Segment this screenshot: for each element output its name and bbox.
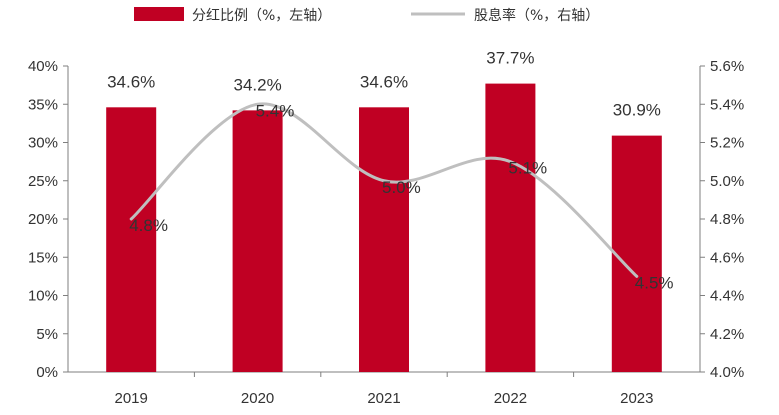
left-tick-label: 40% (28, 58, 58, 75)
legend-label-bar: 分红比例（%，左轴） (192, 8, 331, 24)
bar (232, 110, 283, 373)
legend-swatch-bar (134, 7, 184, 21)
bar (106, 107, 157, 372)
bar-value-label: 34.6% (360, 72, 408, 91)
right-tick-label: 5.2% (710, 135, 744, 152)
data-labels: 34.6% 34.2% 34.6% 37.7% 30.9% 4.8% 5.4% 5.0% 5.1… (107, 49, 673, 293)
bar-series (106, 83, 662, 373)
right-tick-label: 4.8% (710, 211, 744, 228)
line-value-label: 5.4% (256, 101, 295, 120)
left-tick-label: 15% (28, 249, 58, 266)
line-series (129, 102, 639, 278)
axes: 0% 5% 10% 15% 20% 25% 30% 35% 40% 4.0% 4.2% 4.4% 4.6… (28, 58, 744, 407)
x-tick-label: 2021 (367, 390, 400, 407)
line-value-label: 4.8% (129, 216, 168, 235)
x-tick-label: 2020 (241, 390, 274, 407)
left-tick-label: 20% (28, 211, 58, 228)
bar (485, 83, 536, 372)
x-tick-label: 2023 (620, 390, 653, 407)
line-value-label: 5.1% (508, 159, 547, 178)
bar-value-label: 34.2% (233, 75, 281, 94)
x-tick-label: 2019 (115, 390, 148, 407)
left-tick-label: 0% (36, 364, 58, 381)
right-tick-label: 5.0% (710, 173, 744, 190)
right-tick-label: 4.0% (710, 364, 744, 381)
right-tick-label: 5.4% (710, 96, 744, 113)
bar-value-label: 37.7% (486, 49, 534, 68)
bar (359, 107, 409, 372)
left-tick-label: 10% (28, 288, 58, 305)
left-tick-label: 30% (28, 135, 58, 152)
line-value-label: 4.5% (635, 273, 674, 292)
bar-value-label: 34.6% (107, 72, 155, 91)
x-tick-label: 2022 (494, 390, 527, 407)
legend-label-line: 股息率（%，右轴） (474, 7, 599, 24)
left-tick-label: 5% (36, 326, 58, 343)
right-tick-label: 5.6% (710, 58, 744, 75)
right-tick-label: 4.4% (710, 288, 744, 305)
line-value-label: 5.0% (382, 178, 421, 197)
bar-value-label: 30.9% (613, 101, 661, 120)
bar (611, 135, 662, 372)
left-tick-label: 25% (28, 173, 58, 190)
right-tick-label: 4.6% (710, 249, 744, 266)
right-tick-label: 4.2% (710, 326, 744, 343)
legend: 分红比例（%，左轴） 股息率（%，右轴） (134, 7, 599, 24)
left-tick-label: 35% (28, 96, 58, 113)
